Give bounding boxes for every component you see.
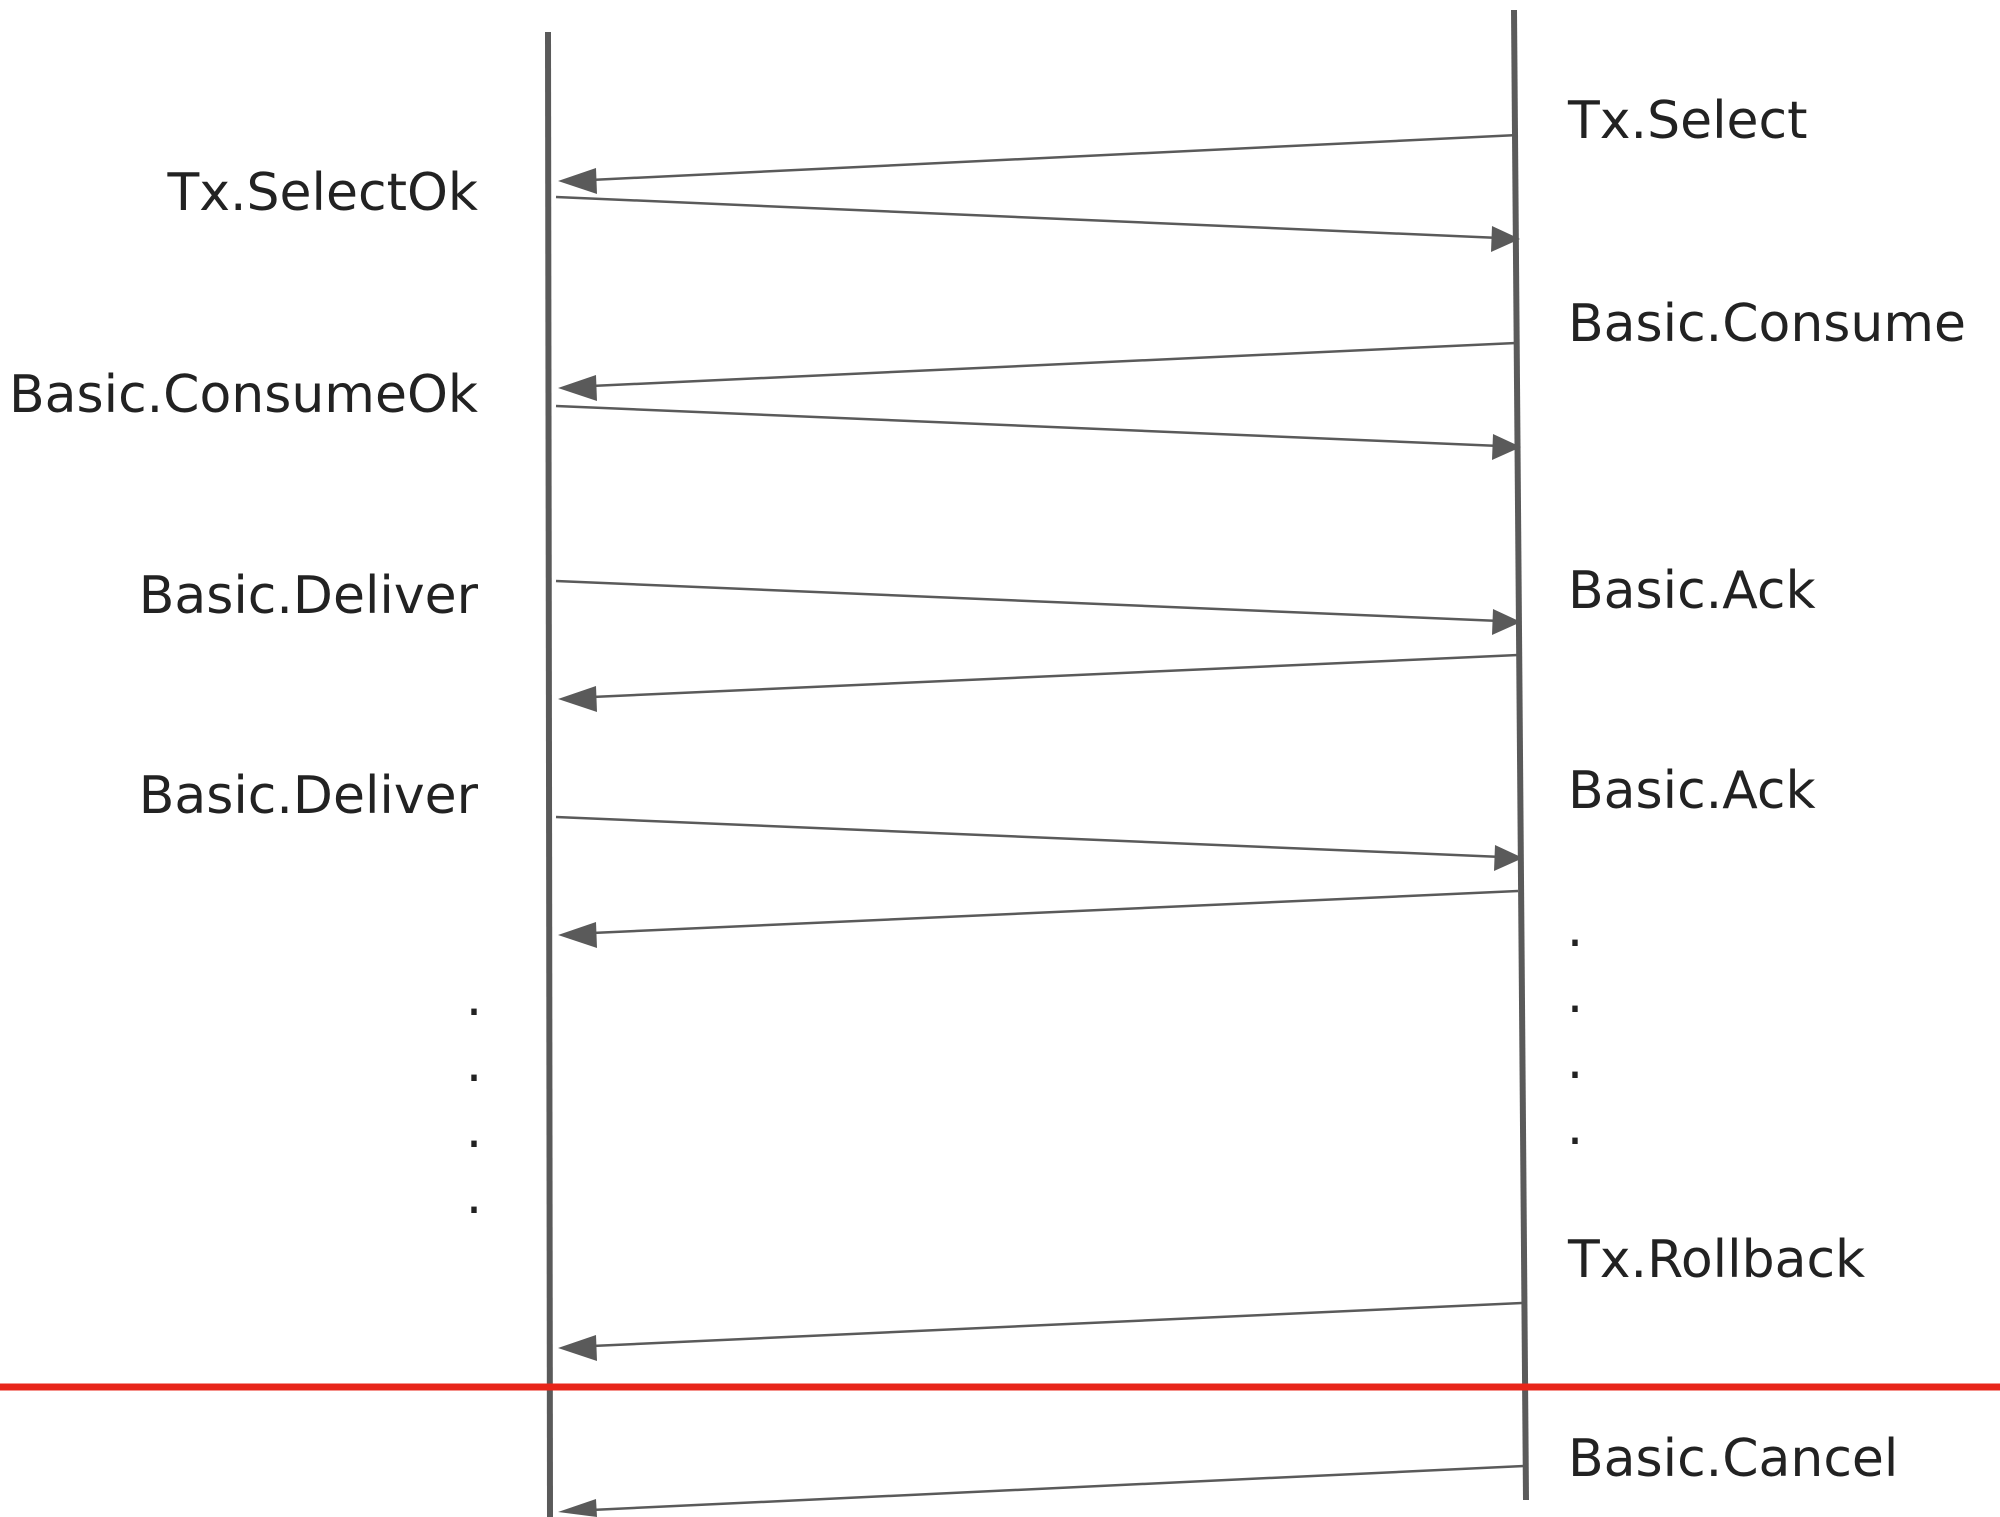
- right-lifeline: [1511, 9, 1529, 1501]
- arrowhead-left: [558, 922, 597, 948]
- ellipsis-dot: .: [1567, 1097, 1584, 1157]
- arrowhead-right: [1491, 226, 1520, 252]
- arrowhead-right: [1492, 434, 1521, 460]
- message-arrow-basic-deliver-1: [555, 579, 1521, 635]
- ellipsis-dot: .: [466, 1034, 483, 1094]
- label-basic-deliver-2: Basic.Deliver: [139, 766, 479, 826]
- arrowhead-left: [558, 1335, 597, 1361]
- message-arrow-basic-ack-1: [558, 653, 1519, 712]
- arrowhead-left: [558, 1499, 597, 1517]
- label-basic-consume: Basic.Consume: [1568, 294, 1966, 354]
- left-ellipsis: . . . .: [466, 968, 483, 1226]
- right-ellipsis: . . . .: [1567, 899, 1584, 1157]
- label-basic-cancel: Basic.Cancel: [1568, 1429, 1898, 1489]
- message-arrow-tx-select: [558, 133, 1519, 194]
- label-tx-select: Tx.Select: [1567, 91, 1807, 151]
- message-arrow-basic-ack-2: [558, 889, 1519, 948]
- ellipsis-dot: .: [466, 1166, 483, 1226]
- ellipsis-dot: .: [1567, 899, 1584, 959]
- label-basic-consumeok: Basic.ConsumeOk: [9, 365, 478, 425]
- label-basic-ack-1: Basic.Ack: [1568, 561, 1816, 621]
- message-arrow-basic-deliver-2: [555, 815, 1523, 871]
- message-arrow-basic-cancel: [558, 1464, 1525, 1517]
- arrowhead-right: [1494, 845, 1523, 871]
- label-tx-selectok: Tx.SelectOk: [166, 163, 478, 223]
- arrowhead-right: [1492, 609, 1521, 635]
- label-tx-rollback: Tx.Rollback: [1567, 1230, 1865, 1290]
- message-arrow-basic-consumeok: [555, 404, 1521, 460]
- ellipsis-dot: .: [1567, 965, 1584, 1025]
- ellipsis-dot: .: [466, 968, 483, 1028]
- arrowhead-left: [558, 375, 597, 401]
- left-lifeline: [545, 31, 553, 1517]
- ellipsis-dot: .: [466, 1100, 483, 1160]
- message-arrow-basic-consume: [558, 341, 1517, 401]
- arrowhead-left: [558, 686, 597, 712]
- message-arrow-tx-rollback: [558, 1301, 1523, 1361]
- message-arrow-tx-selectok: [555, 195, 1520, 252]
- ellipsis-dot: .: [1567, 1031, 1584, 1091]
- label-basic-ack-2: Basic.Ack: [1568, 761, 1816, 821]
- arrowhead-left: [558, 168, 597, 194]
- label-basic-deliver-1: Basic.Deliver: [139, 566, 479, 626]
